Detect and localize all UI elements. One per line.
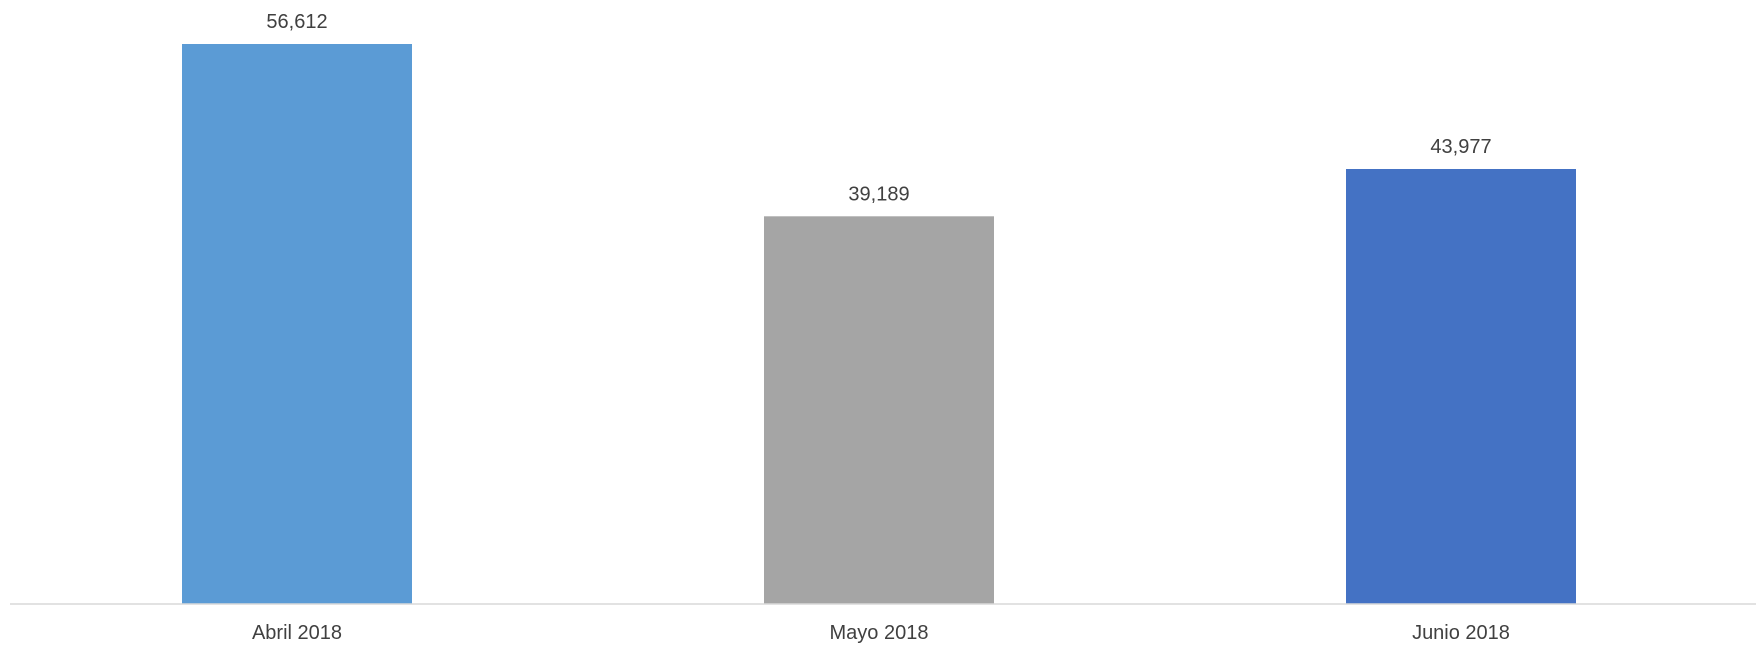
bar-1	[182, 44, 412, 604]
x-tick-label-3: Junio 2018	[1412, 622, 1510, 644]
data-labels-layer: 56,612 39,189 43,977	[266, 11, 1491, 205]
data-label-1: 56,612	[266, 11, 327, 33]
x-tick-label-2: Mayo 2018	[830, 622, 929, 644]
x-tick-label-1: Abril 2018	[252, 622, 342, 644]
bar-3	[1346, 169, 1576, 604]
bars-layer	[182, 44, 1576, 605]
bar-2	[764, 216, 994, 605]
data-label-3: 43,977	[1430, 136, 1491, 158]
data-label-2: 39,189	[848, 183, 909, 205]
x-tick-labels-layer: Abril 2018 Mayo 2018 Junio 2018	[252, 622, 1510, 644]
